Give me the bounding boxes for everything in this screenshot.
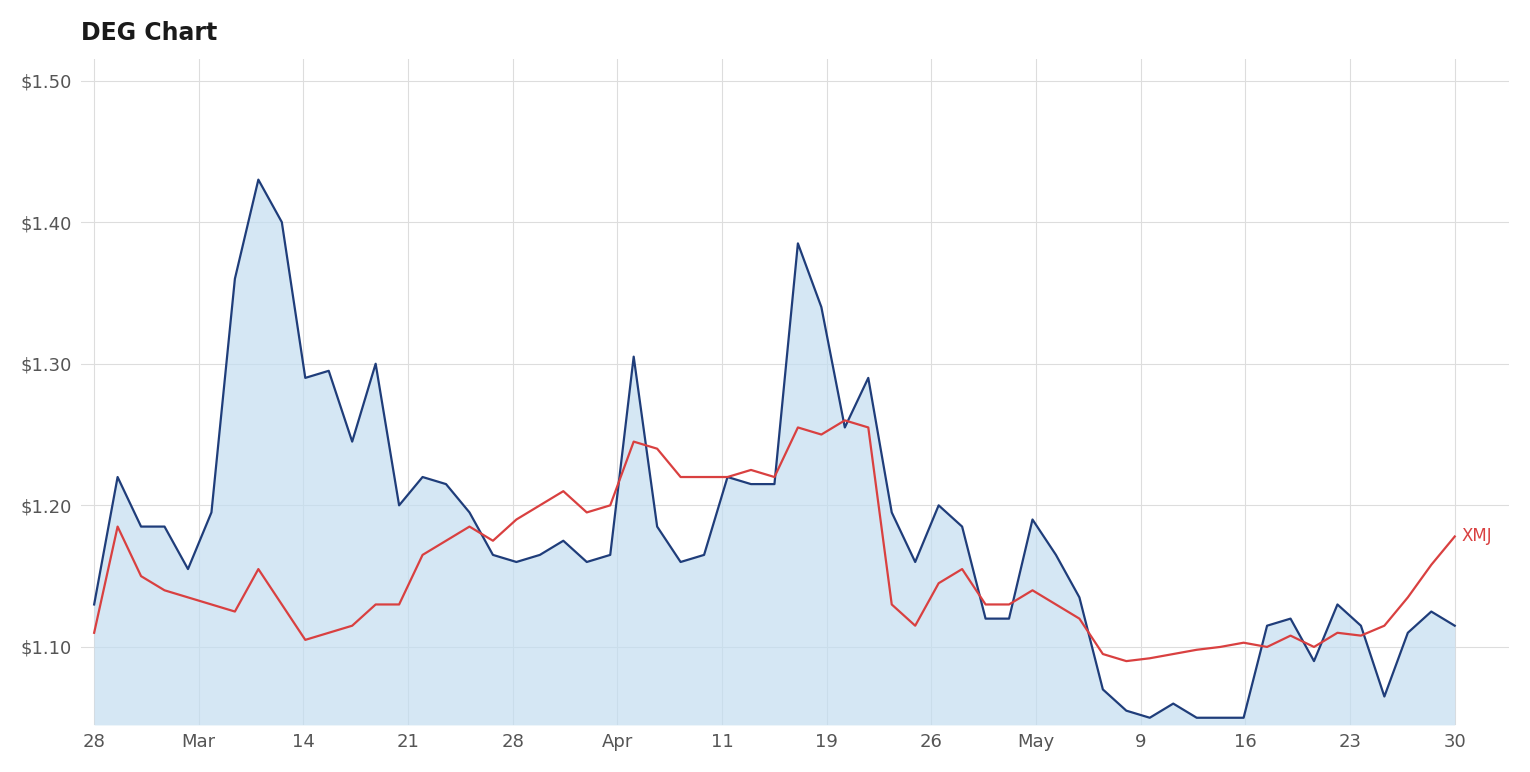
Text: DEG Chart: DEG Chart <box>81 21 217 45</box>
Text: XMJ: XMJ <box>1461 527 1492 546</box>
